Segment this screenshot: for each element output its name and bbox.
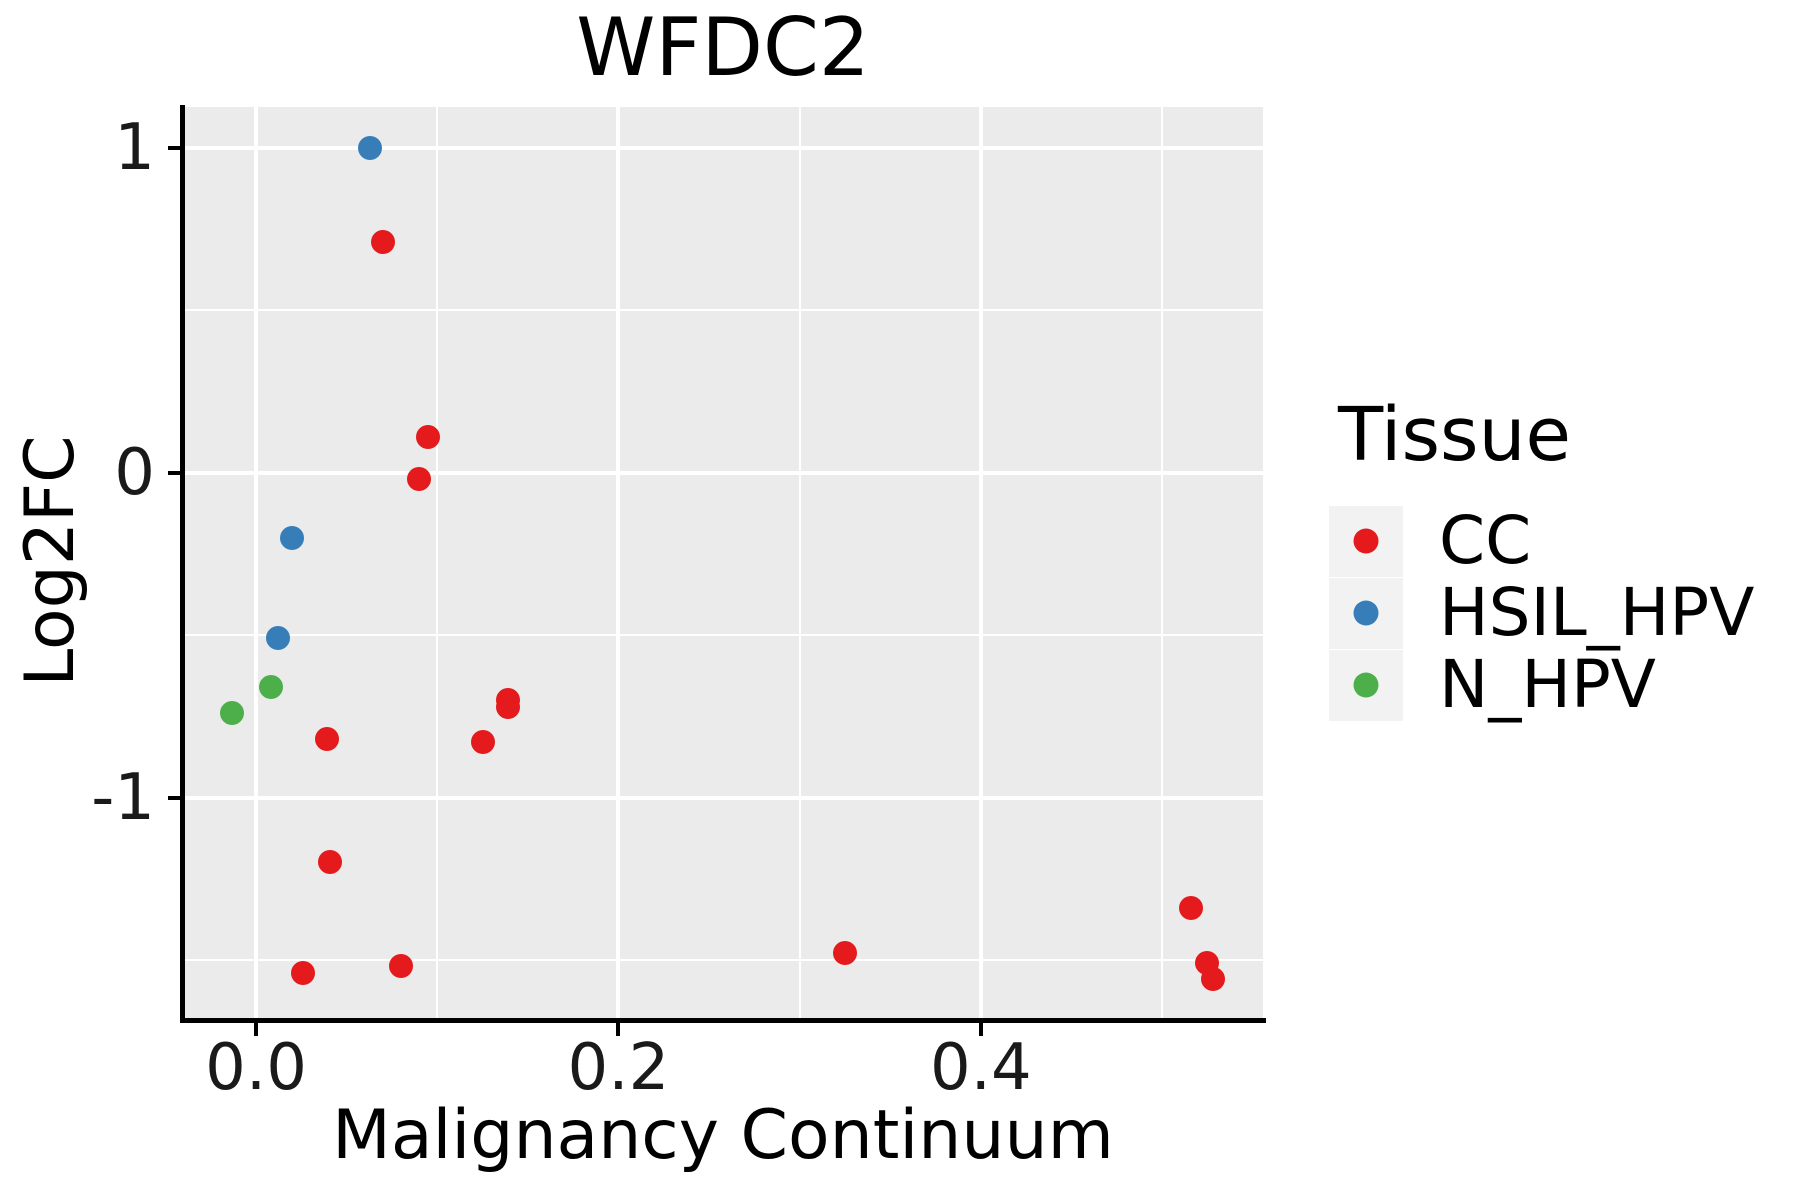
y-tick-label: 0 [114, 435, 155, 510]
gridline-y-minor [183, 634, 1263, 637]
data-point-cc [291, 960, 316, 985]
legend-key-box [1329, 649, 1403, 721]
legend-item-cc: CC [1329, 505, 1754, 577]
data-point-n_hpv [258, 675, 283, 700]
legend-label: CC [1439, 502, 1532, 579]
data-point-cc [1200, 967, 1225, 992]
data-point-cc [318, 850, 343, 875]
x-tick-mark [616, 1023, 621, 1036]
gridline-y-minor [183, 309, 1263, 312]
data-point-cc [407, 467, 432, 492]
gridline-x-minor [798, 107, 801, 1020]
data-point-cc [1179, 895, 1204, 920]
plot-panel [183, 107, 1263, 1020]
gridline-x-minor [1161, 107, 1164, 1020]
gridline-y-major [183, 795, 1263, 800]
data-point-cc [314, 727, 339, 752]
y-tick-label: 1 [114, 110, 155, 185]
data-point-cc [416, 424, 441, 449]
x-tick-mark [254, 1023, 259, 1036]
legend-label: N_HPV [1439, 646, 1656, 723]
data-point-cc [832, 941, 857, 966]
plot-title: WFDC2 [576, 1, 870, 94]
gridline-x-minor [436, 107, 439, 1020]
x-axis-line [180, 1018, 1266, 1023]
data-point-hsil_hpv [265, 626, 290, 651]
data-point-cc [470, 730, 495, 755]
data-point-hsil_hpv [280, 525, 305, 550]
y-axis-line [180, 105, 185, 1022]
x-tick-mark [978, 1023, 983, 1036]
legend-key-box [1329, 577, 1403, 649]
y-tick-label: -1 [91, 760, 155, 835]
x-axis-title: Malignancy Continuum [332, 1096, 1114, 1175]
legend-item-n_hpv: N_HPV [1329, 649, 1754, 721]
gridline-x-major [616, 107, 621, 1020]
legend-dot-icon [1353, 600, 1379, 626]
x-tick-label: 0.0 [205, 1031, 307, 1105]
data-point-cc [370, 230, 395, 255]
legend-item-hsil_hpv: HSIL_HPV [1329, 577, 1754, 649]
legend-label: HSIL_HPV [1439, 574, 1755, 651]
legend-items: CC HSIL_HPV N_HPV [1329, 505, 1754, 721]
data-point-cc [388, 954, 413, 979]
gridline-x-major [254, 107, 259, 1020]
y-tick-mark [168, 470, 181, 475]
gridline-y-major [183, 145, 1263, 150]
legend-dot-icon [1353, 528, 1379, 554]
legend-key-box [1329, 505, 1403, 577]
legend-dot-icon [1353, 672, 1379, 698]
x-tick-label: 0.4 [929, 1031, 1032, 1105]
y-tick-mark [168, 795, 181, 800]
legend-title: Tissue [1338, 392, 1572, 478]
x-tick-label: 0.2 [567, 1031, 670, 1105]
y-tick-mark [168, 145, 181, 150]
data-point-n_hpv [220, 701, 245, 726]
legend: Tissue CC HSIL_HPV N_HPV [1329, 398, 1754, 721]
gridline-x-major [978, 107, 983, 1020]
gridline-y-major [183, 470, 1263, 475]
gridline-y-minor [183, 958, 1263, 961]
data-point-cc [495, 694, 520, 719]
y-axis-title: Log2FC [11, 435, 90, 687]
data-point-hsil_hpv [358, 135, 383, 160]
